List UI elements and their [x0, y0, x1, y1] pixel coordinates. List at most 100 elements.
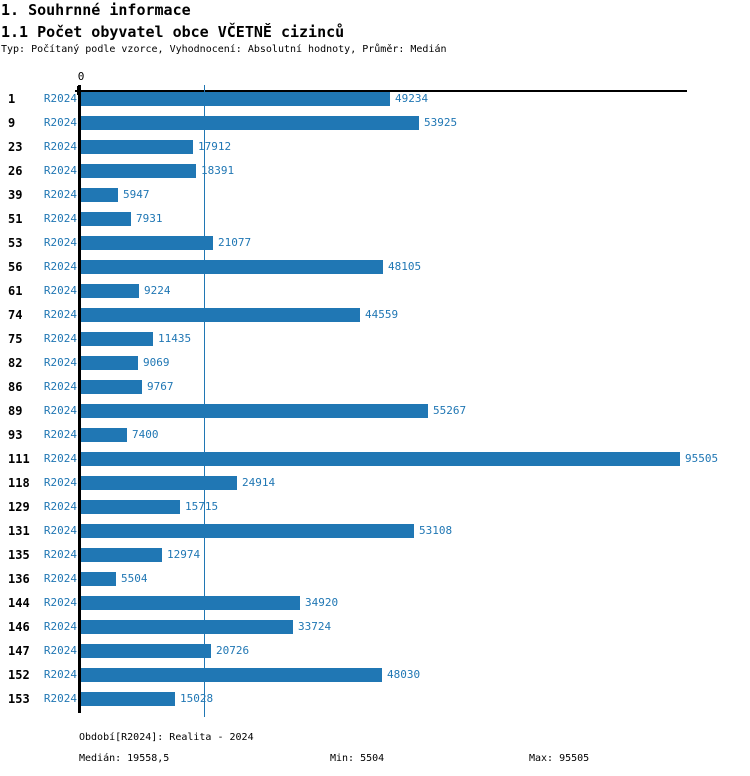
bar-value-label: 20726	[216, 644, 250, 657]
row-series-label: R2024	[43, 140, 77, 153]
row-series-label: R2024	[43, 284, 77, 297]
bar-value-label: 7400	[132, 428, 159, 441]
bar-value-label: 5947	[123, 188, 150, 201]
row-series-label: R2024	[43, 116, 77, 129]
chart-row: 93 R2024 7400	[0, 428, 750, 442]
row-category-label: 131	[8, 524, 30, 538]
chart-row: 9 R2024 53925	[0, 116, 750, 130]
bar-value-label: 18391	[201, 164, 235, 177]
row-series-label: R2024	[43, 596, 77, 609]
row-series-label: R2024	[43, 620, 77, 633]
bar-value-label: 15715	[185, 500, 219, 513]
row-series-label: R2024	[43, 452, 77, 465]
chart-row: 144 R2024 34920	[0, 596, 750, 610]
chart-row: 61 R2024 9224	[0, 284, 750, 298]
bar	[81, 236, 213, 250]
row-series-label: R2024	[43, 644, 77, 657]
chart-row: 129 R2024 15715	[0, 500, 750, 514]
footer-period: Období[R2024]: Realita - 2024	[79, 732, 254, 743]
bar-value-label: 9224	[144, 284, 171, 297]
bar	[81, 596, 300, 610]
row-series-label: R2024	[43, 308, 77, 321]
chart-row: 111 R2024 95505	[0, 452, 750, 466]
row-category-label: 39	[8, 188, 23, 202]
bar	[81, 188, 118, 202]
bar	[81, 140, 193, 154]
chart-row: 82 R2024 9069	[0, 356, 750, 370]
row-category-label: 56	[8, 260, 23, 274]
bar-value-label: 9767	[147, 380, 174, 393]
row-series-label: R2024	[43, 668, 77, 681]
bar-value-label: 53925	[424, 116, 458, 129]
chart-row: 51 R2024 7931	[0, 212, 750, 226]
row-category-label: 118	[8, 476, 30, 490]
bar	[81, 524, 414, 538]
bar-value-label: 33724	[298, 620, 332, 633]
chart-row: 56 R2024 48105	[0, 260, 750, 274]
bar	[81, 212, 131, 226]
row-series-label: R2024	[43, 404, 77, 417]
bar	[81, 92, 390, 106]
bar	[81, 644, 211, 658]
bar-value-label: 15028	[180, 692, 214, 705]
bar-value-label: 5504	[121, 572, 148, 585]
footer-min: Min: 5504	[330, 753, 385, 764]
chart-row: 146 R2024 33724	[0, 620, 750, 634]
row-category-label: 1	[8, 92, 16, 106]
bar-value-label: 49234	[395, 92, 429, 105]
row-category-label: 146	[8, 620, 30, 634]
row-series-label: R2024	[43, 260, 77, 273]
chart-row: 147 R2024 20726	[0, 644, 750, 658]
bar-value-label: 48030	[387, 668, 421, 681]
bar-value-label: 44559	[365, 308, 399, 321]
row-category-label: 153	[8, 692, 30, 706]
bar-value-label: 95505	[685, 452, 719, 465]
x-axis-zero-tick	[77, 86, 78, 95]
bar-value-label: 11435	[158, 332, 192, 345]
bar	[81, 668, 382, 682]
bar	[81, 260, 383, 274]
row-series-label: R2024	[43, 572, 77, 585]
bar	[81, 692, 175, 706]
row-series-label: R2024	[43, 476, 77, 489]
bar	[81, 356, 138, 370]
chart-row: 89 R2024 55267	[0, 404, 750, 418]
chart-row: 118 R2024 24914	[0, 476, 750, 490]
bar-value-label: 53108	[419, 524, 453, 537]
x-axis-zero-label: 0	[77, 70, 85, 83]
chart-row: 135 R2024 12974	[0, 548, 750, 562]
row-category-label: 152	[8, 668, 30, 682]
row-series-label: R2024	[43, 332, 77, 345]
bar-value-label: 17912	[198, 140, 232, 153]
row-category-label: 26	[8, 164, 23, 178]
chart-row: 39 R2024 5947	[0, 188, 750, 202]
bar	[81, 404, 428, 418]
bar-value-label: 48105	[388, 260, 422, 273]
row-category-label: 93	[8, 428, 23, 442]
row-category-label: 53	[8, 236, 23, 250]
footer-median: Medián: 19558,5	[79, 753, 170, 764]
row-series-label: R2024	[43, 548, 77, 561]
row-category-label: 147	[8, 644, 30, 658]
bar	[81, 548, 162, 562]
bar	[81, 164, 196, 178]
row-series-label: R2024	[43, 524, 77, 537]
bar	[81, 428, 127, 442]
row-category-label: 23	[8, 140, 23, 154]
chart-row: 152 R2024 48030	[0, 668, 750, 682]
row-series-label: R2024	[43, 188, 77, 201]
bar-value-label: 12974	[167, 548, 201, 561]
chart-row: 75 R2024 11435	[0, 332, 750, 346]
row-series-label: R2024	[43, 692, 77, 705]
row-category-label: 51	[8, 212, 23, 226]
chart-subtitle: Typ: Počítaný podle vzorce, Vyhodnocení:…	[1, 44, 447, 55]
row-category-label: 136	[8, 572, 30, 586]
bar-value-label: 34920	[305, 596, 339, 609]
row-category-label: 135	[8, 548, 30, 562]
bar	[81, 452, 680, 466]
bar-value-label: 24914	[242, 476, 276, 489]
bar-value-label: 55267	[433, 404, 467, 417]
chart-row: 153 R2024 15028	[0, 692, 750, 706]
row-category-label: 74	[8, 308, 23, 322]
